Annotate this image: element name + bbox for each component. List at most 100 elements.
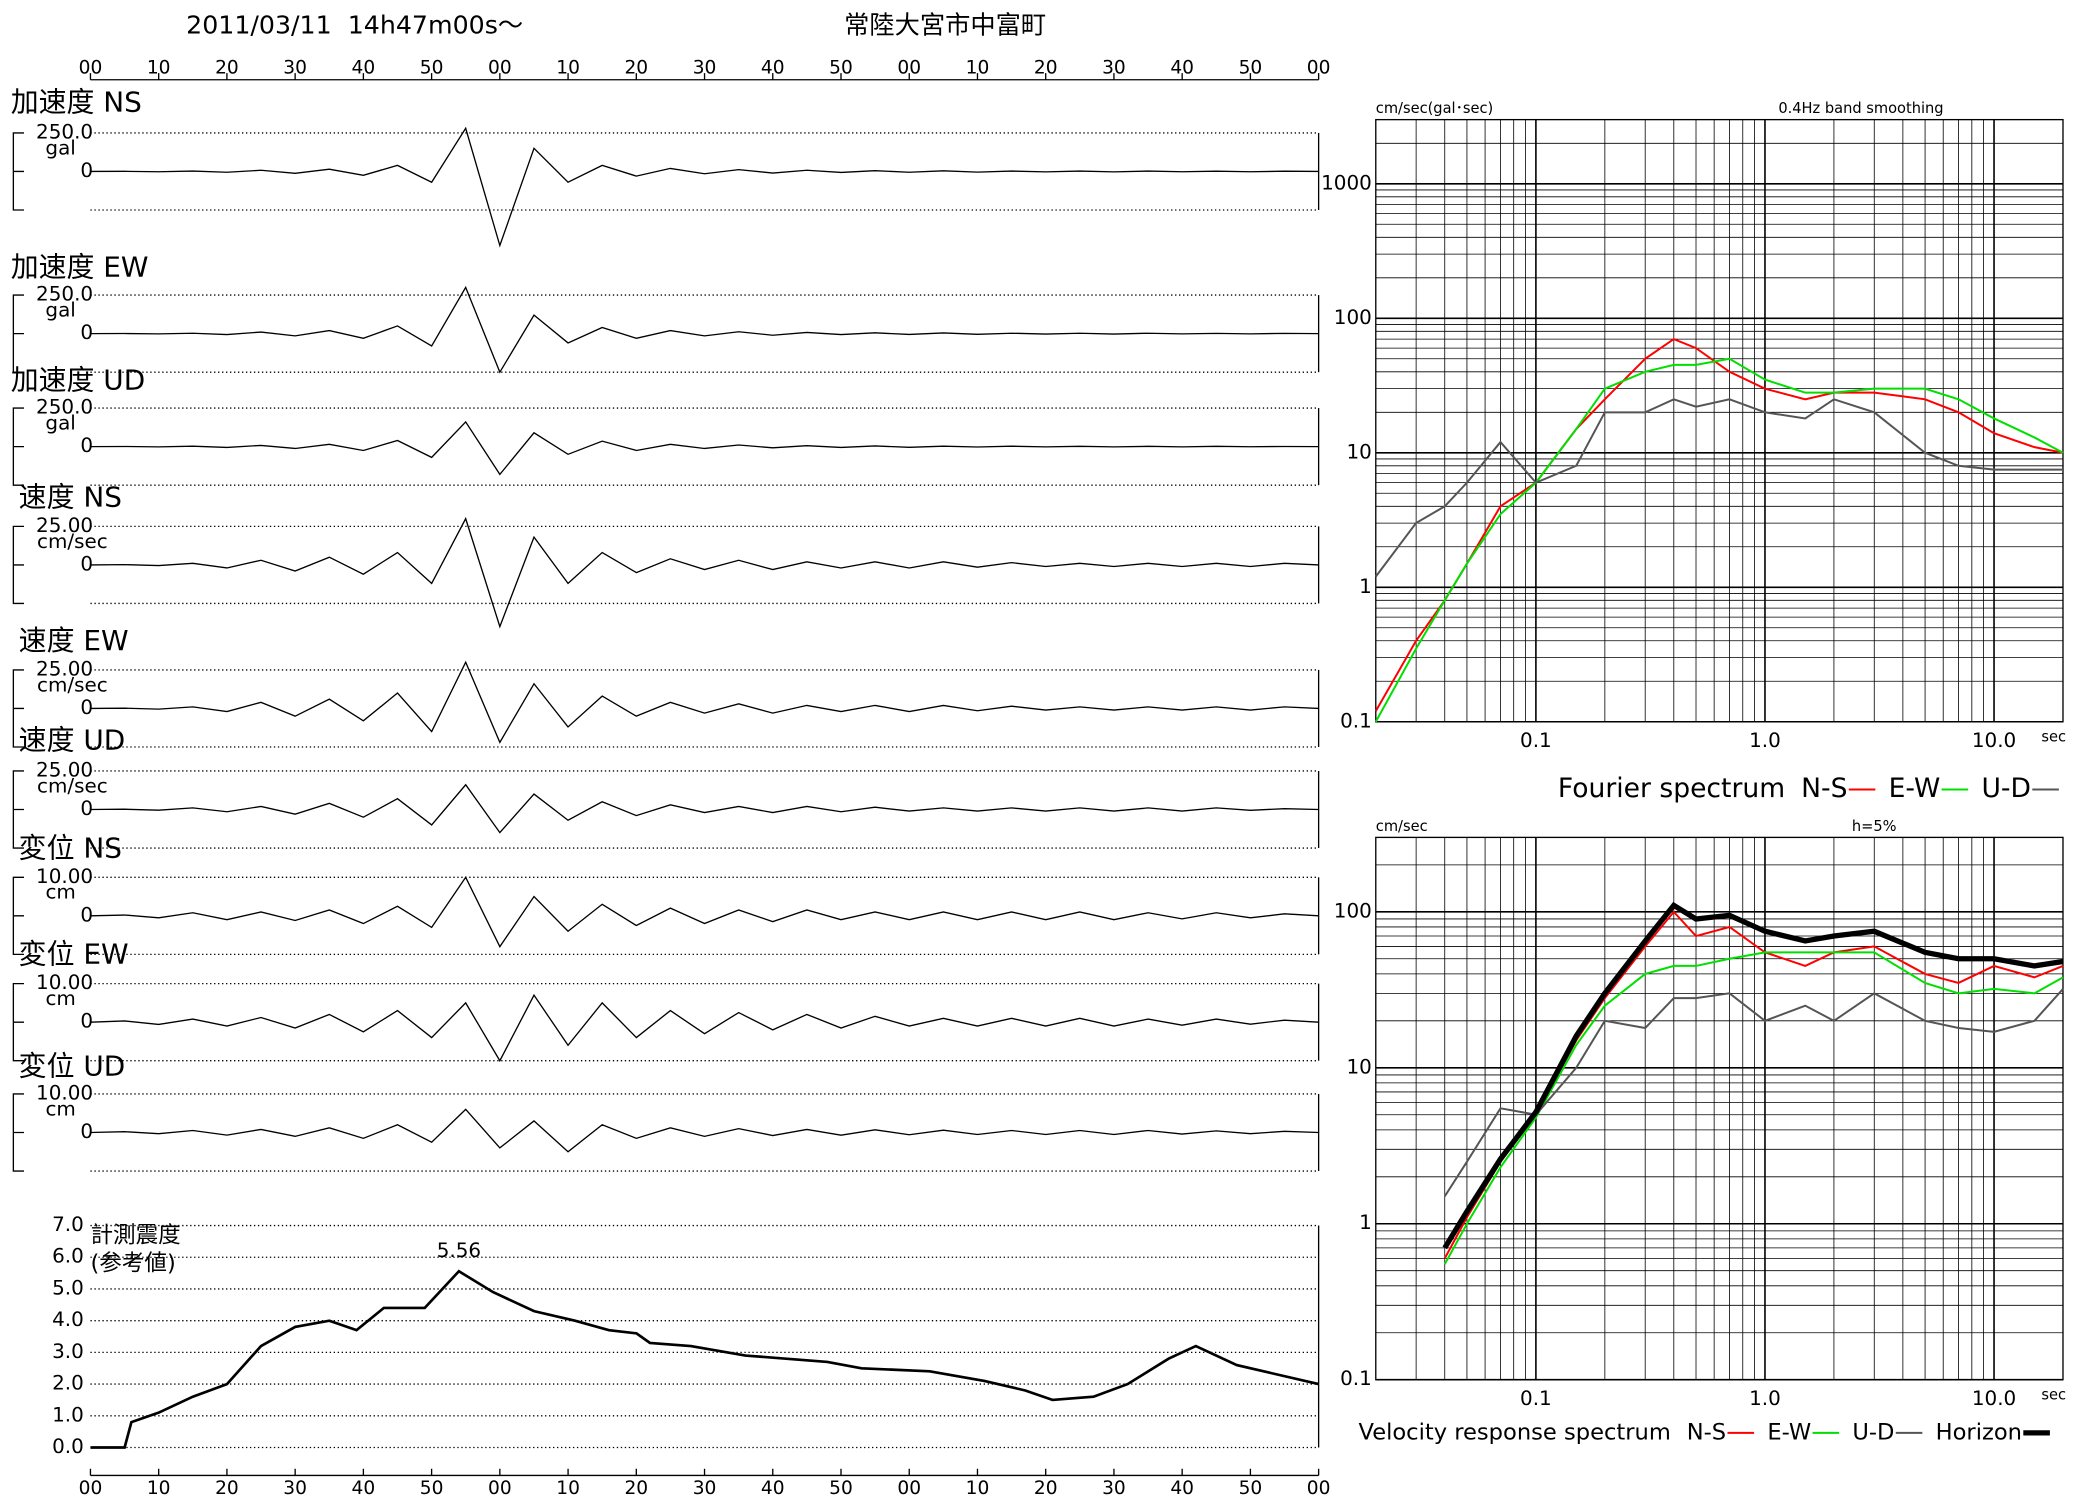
x-axis-label: sec <box>2041 1387 2066 1404</box>
legend-label: E-W <box>1767 1419 1811 1445</box>
y-tick-label: 10.00 <box>36 971 93 994</box>
waveform <box>90 285 1319 374</box>
y-tick-label: 0.1 <box>1340 1367 1372 1390</box>
panel-label: 変位 UD <box>19 1049 126 1082</box>
x-tick-label: 50 <box>1239 57 1263 78</box>
unit-label: cm <box>45 1097 75 1120</box>
x-tick-label: 30 <box>283 57 307 78</box>
x-tick-label: 30 <box>693 1478 717 1499</box>
y-tick-label: 1000 <box>1321 171 1372 194</box>
y-tick-label: 0.1 <box>1340 709 1372 732</box>
panel-label: 速度 UD <box>19 724 126 757</box>
waveform <box>90 1108 1319 1153</box>
y-tick-label: 5.0 <box>52 1276 84 1299</box>
waveform <box>90 516 1319 629</box>
legend-label: E-W <box>1889 773 1941 804</box>
intensity-line <box>90 1269 1319 1449</box>
waveform <box>90 993 1319 1063</box>
y-tick-label: 0 <box>80 434 93 457</box>
y-axis-label: (参考値) <box>90 1251 175 1277</box>
y-tick-label: 3.0 <box>52 1340 84 1363</box>
y-tick-label: 0.0 <box>52 1435 84 1458</box>
x-tick-label: 00 <box>1307 57 1331 78</box>
unit-label: cm <box>45 881 75 904</box>
bracket <box>12 770 24 849</box>
x-tick-label: 40 <box>761 57 785 78</box>
x-tick-label: 10 <box>966 57 990 78</box>
x-tick-label: 20 <box>1034 1478 1058 1499</box>
legend-label: N-S <box>1687 1419 1726 1445</box>
y-tick-label: 0 <box>80 903 93 926</box>
waveform <box>90 783 1319 834</box>
spectrum-line <box>1374 337 2064 712</box>
y-tick-label: 0 <box>80 1120 93 1143</box>
x-tick-label: 30 <box>1102 1478 1126 1499</box>
x-tick-label: 0.1 <box>1520 729 1552 752</box>
x-tick-label: 10 <box>556 1478 580 1499</box>
unit-label: gal <box>45 412 75 435</box>
chart-title: Velocity response spectrum <box>1359 1419 1671 1445</box>
x-tick-label: 10 <box>966 1478 990 1499</box>
y-tick-label: 0 <box>80 797 93 820</box>
bracket <box>12 294 24 373</box>
x-tick-label: 00 <box>79 57 103 78</box>
x-tick-label: 50 <box>420 57 444 78</box>
unit-label: cm <box>45 987 75 1010</box>
spectrum-line <box>1443 910 2064 1259</box>
spectrum-line <box>1443 988 2064 1197</box>
y-axis-label: cm/sec <box>1376 818 1428 835</box>
x-tick-label: 30 <box>1102 57 1126 78</box>
spectrum-line <box>1374 357 2064 723</box>
bracket <box>12 982 24 1062</box>
y-tick-label: 1.0 <box>52 1403 84 1426</box>
annotation: 5.56 <box>437 1239 481 1262</box>
x-tick-label: 40 <box>352 1478 376 1499</box>
bracket <box>12 407 24 486</box>
waveform <box>90 420 1319 476</box>
x-tick-label: 00 <box>488 57 512 78</box>
spectrum-line <box>1443 951 2064 1265</box>
bracket <box>12 132 24 211</box>
x-tick-label: 00 <box>488 1478 512 1499</box>
waveform <box>90 660 1319 744</box>
x-tick-label: 30 <box>283 1478 307 1499</box>
panel-label: 速度 EW <box>19 624 129 657</box>
y-tick-label: 10.00 <box>36 1081 93 1104</box>
unit-label: gal <box>45 299 75 322</box>
y-tick-label: 25.00 <box>36 514 93 537</box>
x-tick-label: 0.1 <box>1520 1387 1552 1410</box>
note: h=5% <box>1852 818 1897 835</box>
y-tick-label: 0 <box>80 159 93 182</box>
legend-label: U-D <box>1852 1419 1894 1445</box>
x-tick-label: 50 <box>420 1478 444 1499</box>
y-tick-label: 7.0 <box>52 1213 84 1236</box>
x-tick-label: 10 <box>147 1478 171 1499</box>
legend-label: Horizon <box>1936 1419 2022 1445</box>
panel-label: 速度 NS <box>19 480 122 513</box>
bracket <box>12 669 24 748</box>
y-axis-label: cm/sec(gal･sec) <box>1376 100 1493 117</box>
x-tick-label: 1.0 <box>1749 1387 1781 1410</box>
y-tick-label: 0 <box>80 696 93 719</box>
y-tick-label: 4.0 <box>52 1308 84 1331</box>
x-tick-label: 20 <box>215 1478 239 1499</box>
y-tick-label: 2.0 <box>52 1372 84 1395</box>
x-tick-label: 40 <box>761 1478 785 1499</box>
x-tick-label: 20 <box>215 57 239 78</box>
x-tick-label: 50 <box>829 1478 853 1499</box>
waveform <box>90 126 1319 248</box>
x-tick-label: 40 <box>352 57 376 78</box>
y-tick-label: 6.0 <box>52 1245 84 1268</box>
x-tick-label: 10 <box>556 57 580 78</box>
unit-label: gal <box>45 136 75 159</box>
y-axis-label: 計測震度 <box>90 1223 180 1249</box>
unit-label: cm/sec <box>37 774 108 797</box>
y-tick-label: 1 <box>1359 1211 1372 1234</box>
legend-label: U-D <box>1981 773 2031 804</box>
y-tick-label: 100 <box>1334 306 1372 329</box>
panel-label: 変位 EW <box>19 938 129 971</box>
note: 0.4Hz band smoothing <box>1778 100 1943 117</box>
y-tick-label: 250.0 <box>36 120 93 143</box>
chart-title: Fourier spectrum <box>1558 773 1785 804</box>
